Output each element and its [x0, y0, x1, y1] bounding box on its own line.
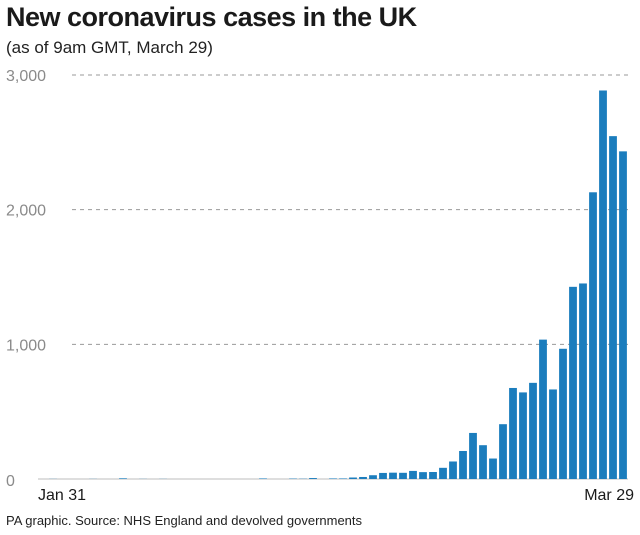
bar [549, 389, 557, 479]
bar [339, 478, 347, 479]
y-tick-label: 0 [6, 473, 15, 490]
bar [569, 286, 577, 479]
y-tick-labels: 0 1,000 2,000 3,000 [6, 68, 46, 490]
bar [429, 472, 437, 479]
x-tick-labels: Jan 31 Mar 29 [38, 487, 634, 504]
bars [49, 90, 627, 480]
bar [349, 477, 357, 479]
bar [499, 424, 507, 479]
x-tick-label-first: Jan 31 [38, 487, 86, 504]
chart-title: New coronavirus cases in the UK [6, 2, 417, 32]
chart-subtitle: (as of 9am GMT, March 29) [6, 38, 213, 57]
bar [619, 151, 627, 480]
bar [119, 478, 127, 479]
bar [379, 472, 387, 479]
bar [309, 478, 317, 479]
bar [599, 90, 607, 480]
bar [539, 339, 547, 479]
bar [489, 458, 497, 479]
y-tick-label: 2,000 [6, 203, 46, 220]
bar [529, 382, 537, 479]
bar [359, 476, 367, 479]
bar [439, 467, 447, 479]
bar [409, 470, 417, 479]
bar [509, 387, 517, 479]
bar [329, 478, 337, 479]
bar [399, 472, 407, 479]
y-tick-label: 3,000 [6, 68, 46, 85]
bar [369, 475, 377, 479]
bar [469, 432, 477, 479]
x-tick-label-last: Mar 29 [584, 487, 634, 504]
bar [559, 348, 567, 479]
bar [259, 478, 267, 479]
bar [609, 136, 617, 479]
bar [589, 192, 597, 480]
bar [449, 461, 457, 479]
bar [389, 472, 397, 479]
bar [479, 445, 487, 479]
source-footer: PA graphic. Source: NHS England and devo… [6, 513, 363, 528]
bar [419, 472, 427, 479]
bar [519, 392, 527, 479]
y-tick-label: 1,000 [6, 337, 46, 354]
bar [579, 283, 587, 479]
bar [459, 450, 467, 479]
